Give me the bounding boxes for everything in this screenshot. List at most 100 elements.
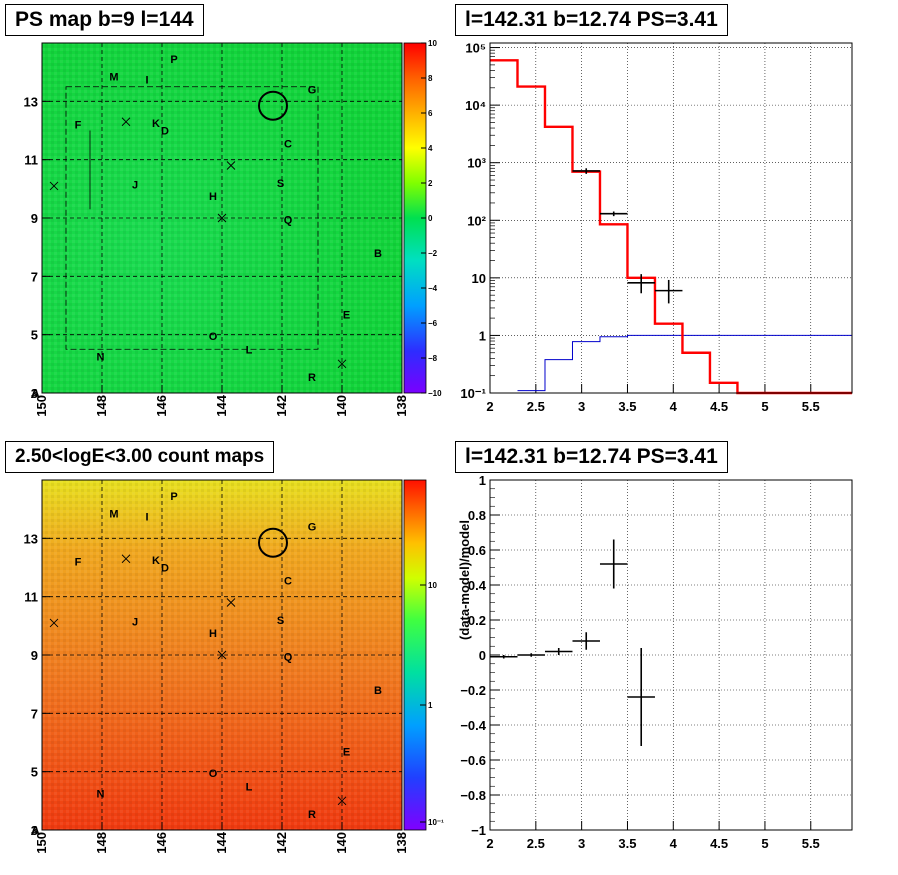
source-label: D: [161, 126, 169, 138]
source-label: K: [152, 555, 160, 567]
source-label: L: [246, 344, 253, 356]
residual-plot-area: [490, 480, 852, 830]
spectrum-x-tick-label: 3.5: [618, 399, 636, 414]
colorbar-tick-label: 0: [428, 214, 433, 223]
spectrum-title: l=142.31 b=12.74 PS=3.41: [455, 4, 728, 36]
target-circle: [258, 90, 288, 121]
source-cross: [217, 213, 227, 223]
spectrum-plot-area: [490, 43, 852, 393]
spectrum-y-tick-label: 1: [479, 328, 486, 343]
colorbar-tick-label: 10: [428, 39, 437, 48]
source-label: I: [145, 511, 148, 523]
source-label: J: [132, 179, 138, 191]
source-label: M: [109, 72, 118, 84]
source-label: Q: [284, 651, 293, 663]
map-x-tick-label: 138: [394, 832, 409, 854]
source-label: Q: [284, 214, 293, 226]
spectrum-x-tick-label: 2: [486, 399, 493, 414]
source-cross: [121, 554, 131, 564]
map-y-tick-label: 11: [24, 590, 38, 605]
map-frame: [41, 42, 403, 394]
model-step: [490, 59, 852, 395]
source-label: P: [170, 54, 177, 66]
source-label: R: [308, 809, 316, 821]
source-label: N: [97, 789, 105, 801]
map-x-tick-label: 146: [154, 395, 169, 417]
source-label: L: [246, 781, 253, 793]
map-y-tick-label: 13: [24, 531, 38, 546]
source-label: O: [209, 331, 218, 343]
map-x-tick-label: 150: [34, 832, 49, 854]
residual-x-tick-label: 2: [486, 836, 493, 851]
residual-frame: [489, 479, 853, 831]
spectrum-x-tick-label: 5: [761, 399, 768, 414]
source-cross: [49, 181, 59, 191]
colorbar-tick-label: 10⁻¹: [428, 818, 444, 827]
colorbar: [403, 42, 427, 394]
residual-x-tick-label: 4: [670, 836, 678, 851]
source-label: B: [374, 685, 382, 697]
residual-x-tick-label: 3.5: [618, 836, 636, 851]
map-x-tick-label: 140: [334, 832, 349, 854]
map-y-tick-label: 11: [24, 153, 38, 168]
map-x-tick-label: 144: [214, 831, 229, 853]
source-label: E: [343, 746, 350, 758]
source-label: N: [97, 352, 105, 364]
spectrum-x-tick-label: 3: [578, 399, 585, 414]
source-cross: [226, 598, 236, 607]
ps-map-title: PS map b=9 l=144: [5, 4, 204, 36]
source-cross: [217, 650, 227, 660]
residual-y-axis-label: (data-model)/model: [457, 520, 472, 640]
spectrum-frame: [489, 42, 853, 394]
map-x-tick-label: 146: [154, 832, 169, 854]
colorbar-tick-label: 1: [428, 701, 433, 710]
map-y-tick-label: 9: [31, 648, 38, 663]
map-y-tick-label: 5: [31, 328, 38, 343]
source-label: R: [308, 372, 316, 384]
source-label: S: [277, 178, 284, 190]
source-label: I: [145, 74, 148, 86]
spectrum-y-tick-label: 10⁴: [465, 98, 486, 113]
colorbar-tick-label: 10: [428, 581, 437, 590]
source-label: P: [170, 491, 177, 503]
source-label: B: [374, 248, 382, 260]
residual-x-tick-label: 5: [761, 836, 768, 851]
source-label: G: [308, 85, 317, 97]
map-y-tick-label: 3: [31, 823, 38, 838]
map-x-tick-label: 142: [274, 832, 289, 854]
source-label: H: [209, 191, 217, 203]
source-label: K: [152, 118, 160, 130]
source-label: G: [308, 522, 317, 534]
map-x-tick-label: 142: [274, 395, 289, 417]
source-label: F: [75, 557, 82, 569]
spectrum-x-tick-label: 4.5: [710, 399, 728, 414]
source-label: O: [209, 768, 218, 780]
source-label: M: [109, 509, 118, 521]
colorbar-tick-label: −4: [428, 284, 438, 293]
spectrum-y-tick-label: 10³: [467, 156, 486, 171]
residual-y-tick-label: −0.4: [460, 718, 486, 733]
source-cross: [337, 359, 347, 369]
ps-map-speckle: [42, 43, 402, 393]
residual-y-tick-label: 1: [479, 473, 486, 488]
roi-box: [65, 86, 319, 350]
residual-x-tick-label: 4.5: [710, 836, 728, 851]
colorbar-tick-label: −2: [428, 249, 438, 258]
spectrum-x-tick-label: 2.5: [527, 399, 545, 414]
source-cross: [49, 618, 59, 628]
colorbar: [403, 479, 427, 831]
map-x-tick-label: 148: [94, 395, 109, 417]
map-y-tick-label: 7: [31, 269, 38, 284]
source-label: D: [161, 563, 169, 575]
colorbar-tick-label: −8: [428, 354, 438, 363]
residual-y-tick-label: 0: [479, 648, 486, 663]
source-label: H: [209, 628, 217, 640]
colorbar-tick-label: 6: [428, 109, 433, 118]
residual-x-tick-label: 5.5: [802, 836, 820, 851]
map-y-tick-label: 9: [31, 211, 38, 226]
residual-y-tick-label: −1: [471, 823, 486, 838]
map-corner-label: A: [31, 386, 41, 401]
residual-y-tick-label: −0.6: [460, 753, 486, 768]
colorbar-tick-label: 4: [428, 144, 433, 153]
